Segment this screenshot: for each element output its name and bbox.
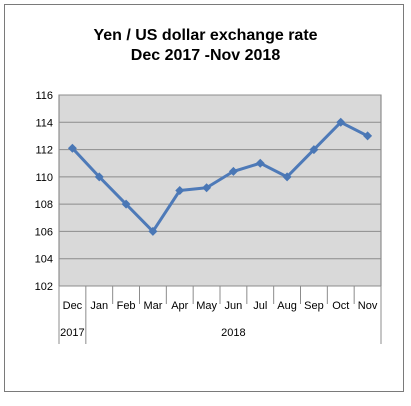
data-point — [94, 172, 104, 182]
x-tick-label: Aug — [277, 300, 297, 312]
x-tick-label: Jan — [90, 300, 108, 312]
x-tick-label: Nov — [358, 300, 378, 312]
x-tick-label: Oct — [332, 300, 349, 312]
x-tick-label: May — [196, 300, 217, 312]
chart-subtitle: Dec 2017 -Nov 2018 — [130, 47, 281, 64]
y-tick-label: 112 — [35, 145, 53, 157]
x-tick-label: Dec — [63, 300, 83, 312]
y-tick-label: 104 — [35, 254, 53, 266]
data-point — [282, 172, 292, 182]
x-year-label: 2017 — [60, 327, 84, 339]
data-point — [67, 143, 77, 153]
x-tick-label: Apr — [171, 300, 188, 312]
y-tick-label: 110 — [35, 172, 53, 184]
x-tick-label: Jun — [225, 300, 243, 312]
x-tick-label: Mar — [143, 300, 162, 312]
data-point — [202, 183, 212, 193]
y-tick-label: 108 — [35, 199, 53, 211]
data-point — [175, 186, 185, 195]
data-point — [309, 145, 319, 155]
data-point — [255, 158, 265, 168]
x-tick-label: Sep — [304, 300, 324, 312]
data-point — [228, 166, 238, 176]
x-year-label: 2018 — [221, 327, 245, 339]
plot-area — [58, 94, 382, 287]
data-point — [336, 117, 346, 127]
series-line — [71, 120, 369, 233]
y-tick-label: 106 — [35, 226, 53, 238]
x-tick-label: Jul — [253, 300, 267, 312]
x-tick-label: Feb — [117, 300, 136, 312]
y-tick-label: 116 — [35, 90, 53, 102]
data-point — [121, 199, 131, 209]
y-tick-label: 102 — [35, 281, 53, 293]
data-point — [148, 226, 158, 236]
chart-title: Yen / US dollar exchange rate — [93, 27, 318, 44]
y-tick-label: 114 — [35, 117, 53, 129]
data-point — [363, 131, 373, 141]
chart-title-block: Yen / US dollar exchange rate Dec 2017 -… — [0, 26, 411, 66]
